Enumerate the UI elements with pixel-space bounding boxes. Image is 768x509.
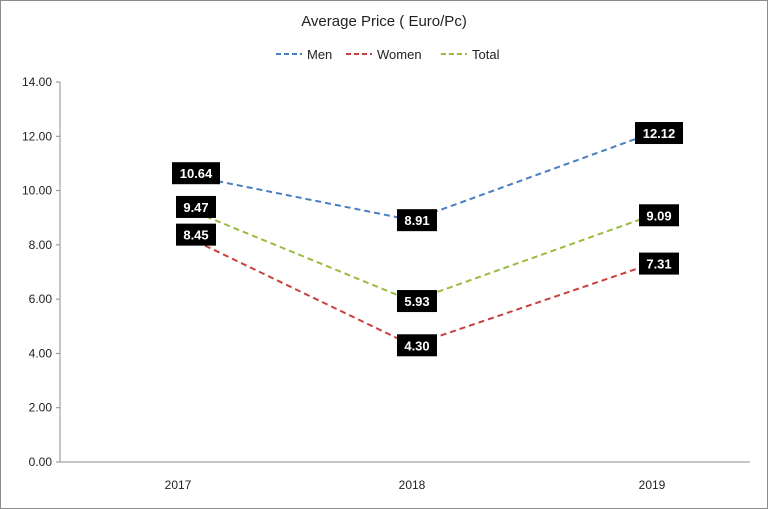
data-label-box (639, 252, 679, 275)
y-tick-label: 12.00 (22, 129, 52, 143)
data-label-women: 4.30 (397, 334, 437, 357)
y-tick-label: 4.00 (29, 346, 53, 360)
data-label-text: 8.91 (404, 213, 429, 228)
data-label-text: 9.09 (646, 208, 671, 223)
data-label-box (397, 334, 437, 357)
series-lines (177, 132, 653, 347)
chart-title: Average Price ( Euro/Pc) (301, 13, 467, 30)
legend-label-total: Total (472, 47, 500, 62)
y-tick-label: 14.00 (22, 75, 52, 89)
data-label-text: 9.47 (183, 200, 208, 215)
axes: 0.00 2.00 4.00 6.00 8.00 10.00 12.00 14.00 2017 2… (22, 75, 750, 492)
data-label-total: 9.47 (176, 195, 216, 218)
data-label-text: 12.12 (643, 126, 676, 141)
data-label-text: 8.45 (183, 228, 208, 243)
data-label-text: 10.64 (180, 166, 213, 181)
x-tick-label: 2018 (399, 478, 426, 492)
data-labels: 10.64 8.91 12.12 8.45 4.30 7.31 9.47 5.93 9.09 (172, 122, 683, 357)
y-tick-label: 8.00 (29, 238, 53, 252)
data-label-women: 8.45 (176, 223, 216, 246)
legend-label-women: Women (377, 47, 422, 62)
data-label-box (176, 195, 216, 218)
data-label-text: 7.31 (646, 257, 671, 272)
data-label-box (176, 223, 216, 246)
series-line-men (177, 132, 653, 222)
series-line-women (177, 231, 653, 347)
data-label-box (172, 162, 220, 185)
y-tick-label: 6.00 (29, 292, 53, 306)
x-tick-label: 2019 (639, 478, 666, 492)
data-label-total: 5.93 (397, 290, 437, 313)
data-label-text: 5.93 (404, 294, 429, 309)
y-tick-label: 0.00 (29, 455, 53, 469)
data-label-box (635, 122, 683, 145)
data-label-box (397, 209, 437, 232)
legend: Men Women Total (276, 47, 500, 62)
data-label-total: 9.09 (639, 204, 679, 227)
data-label-box (639, 204, 679, 227)
data-label-women: 7.31 (639, 252, 679, 275)
data-label-text: 4.30 (404, 338, 429, 353)
y-tick-label: 2.00 (29, 401, 53, 415)
data-label-box (397, 290, 437, 313)
legend-label-men: Men (307, 47, 332, 62)
y-tick-label: 10.00 (22, 184, 52, 198)
data-label-men: 8.91 (397, 209, 437, 232)
x-tick-label: 2017 (165, 478, 192, 492)
data-label-men: 12.12 (635, 122, 683, 145)
data-label-men: 10.64 (172, 162, 220, 185)
